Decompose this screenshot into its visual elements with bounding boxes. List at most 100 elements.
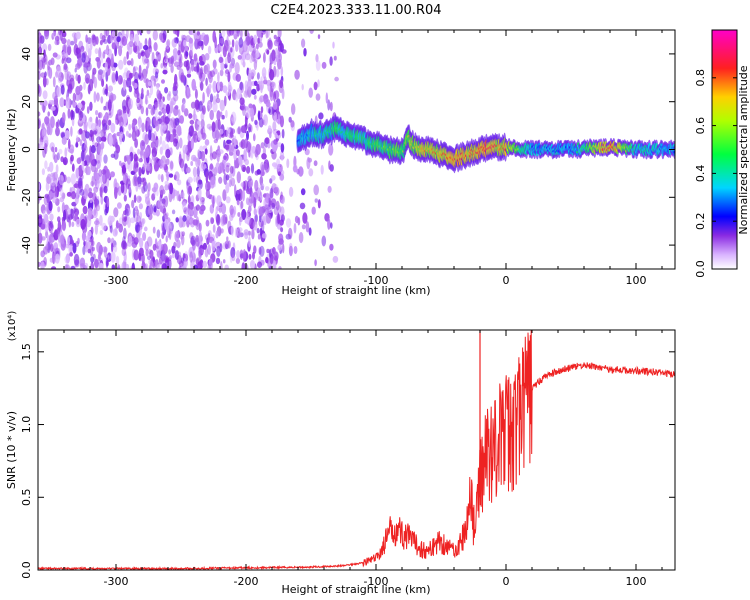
heatmap-cell (272, 101, 278, 110)
heatmap-cell (133, 176, 138, 187)
heatmap-cell (60, 234, 65, 247)
heatmap-cell (49, 243, 54, 252)
heatmap-cell (124, 38, 128, 46)
heatmap-cell (204, 139, 210, 146)
heatmap-cell (78, 110, 83, 121)
heatmap-cell (202, 73, 206, 78)
heatmap-cell (198, 222, 202, 232)
heatmap-cell (156, 89, 160, 100)
heatmap-cell (253, 133, 256, 142)
heatmap-cell (38, 32, 42, 44)
heatmap-cell (125, 263, 130, 269)
heatmap-cell (242, 104, 246, 116)
x-tick-label: 0 (503, 575, 510, 588)
heatmap-cell (45, 181, 50, 192)
heatmap-cell (138, 247, 144, 257)
heatmap-cell (56, 39, 60, 46)
heatmap-cell (239, 105, 245, 110)
heatmap-cell (237, 30, 240, 34)
heatmap-cell (282, 243, 285, 254)
heatmap-cell (50, 116, 55, 129)
heatmap-cell (243, 90, 249, 98)
heatmap-cell (196, 166, 200, 177)
heatmap-cell (110, 122, 116, 133)
heatmap-cell (123, 113, 128, 125)
heatmap-cell (329, 101, 333, 112)
heatmap-cell (162, 30, 167, 41)
heatmap-cell (98, 262, 102, 269)
colorbar-tick-label: 0.8 (694, 69, 707, 87)
heatmap-cell (165, 212, 169, 218)
heatmap-cell (96, 136, 102, 143)
heatmap-cell (308, 168, 314, 177)
heatmap-cell (258, 41, 263, 48)
heatmap-cell (251, 228, 255, 240)
heatmap-cell (89, 102, 93, 111)
heatmap-cell (334, 76, 339, 82)
heatmap-cell (259, 182, 265, 190)
heatmap-cell (228, 142, 232, 155)
heatmap-cell (256, 169, 261, 175)
heatmap-cell (94, 220, 100, 226)
heatmap-cell (138, 203, 143, 210)
heatmap-cell (271, 150, 277, 160)
heatmap-cell (54, 186, 58, 199)
heatmap-cell (132, 126, 136, 133)
heatmap-cell (134, 222, 140, 234)
heatmap-cell (226, 126, 230, 138)
heatmap-cell (111, 53, 114, 65)
heatmap-cell (55, 253, 60, 264)
heatmap-cell (176, 125, 182, 137)
heatmap-cell (55, 164, 59, 174)
heatmap-cell (71, 110, 75, 120)
heatmap-cell (164, 257, 169, 263)
heatmap-cell (59, 196, 65, 203)
heatmap-cell (79, 188, 85, 196)
heatmap-cell (85, 34, 88, 43)
heatmap-cell (209, 163, 214, 170)
heatmap-cell (67, 108, 71, 119)
heatmap-cell (170, 161, 174, 170)
heatmap-cell (185, 51, 189, 57)
heatmap-cell (190, 235, 196, 246)
heatmap-cell (208, 83, 212, 90)
heatmap-cell (247, 78, 252, 91)
heatmap-cell (275, 54, 279, 63)
heatmap-cell (165, 148, 171, 159)
heatmap-cell (79, 263, 85, 269)
heatmap-cell (231, 254, 236, 262)
heatmap-cell (160, 253, 166, 264)
heatmap-cell (230, 47, 233, 53)
heatmap-cell (77, 177, 83, 189)
heatmap-cell (182, 149, 186, 162)
heatmap-cell (171, 38, 177, 48)
heatmap-cell (240, 200, 244, 209)
heatmap-cell (102, 51, 106, 59)
heatmap-cell (64, 68, 69, 81)
heatmap-cell (128, 123, 132, 131)
heatmap-cell (220, 261, 223, 269)
heatmap-cell (236, 189, 241, 195)
heatmap-cell (229, 130, 234, 138)
heatmap-cell (94, 48, 99, 55)
heatmap-cell (263, 163, 268, 171)
heatmap-cell (168, 173, 174, 178)
heatmap-cell (71, 221, 75, 227)
heatmap-cell (205, 63, 210, 72)
heatmap-cell (61, 136, 67, 145)
heatmap-cell (178, 153, 182, 166)
heatmap-cell (244, 158, 249, 166)
heatmap-cell (152, 226, 156, 234)
heatmap-cell (154, 121, 159, 127)
heatmap-cell (280, 143, 285, 153)
heatmap-cell (170, 55, 175, 65)
heatmap-cell (254, 119, 258, 125)
heatmap-cell (153, 162, 160, 172)
heatmap-cell (137, 118, 143, 129)
heatmap-cell (171, 245, 176, 254)
heatmap-cell (132, 207, 136, 219)
heatmap-cell (49, 182, 54, 192)
heatmap-cell (265, 101, 271, 108)
heatmap-cell (58, 148, 63, 155)
heatmap-cell (79, 139, 83, 147)
